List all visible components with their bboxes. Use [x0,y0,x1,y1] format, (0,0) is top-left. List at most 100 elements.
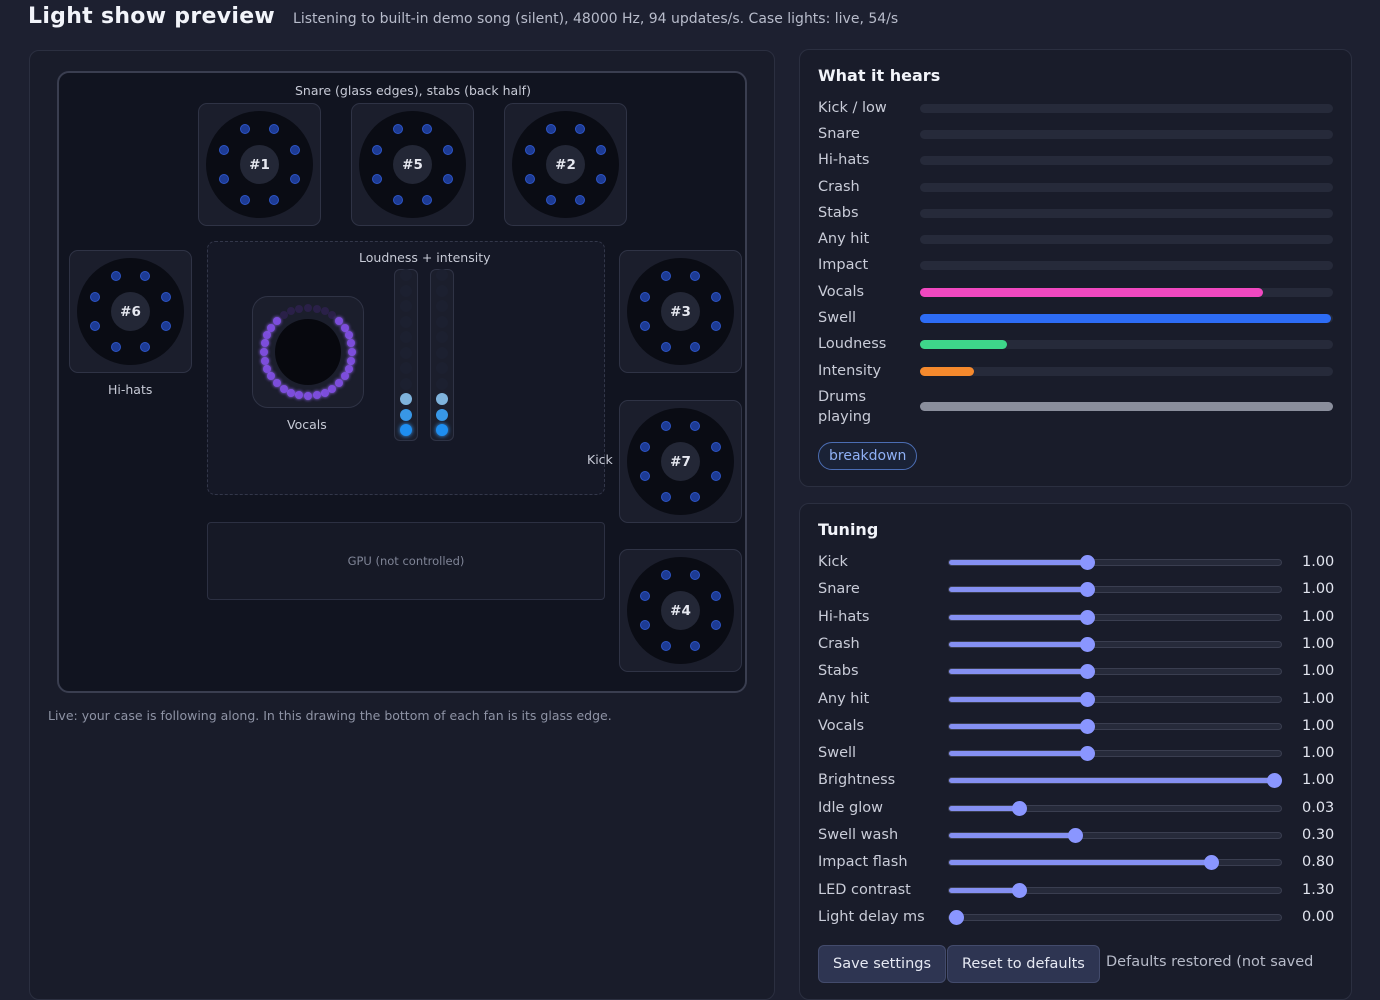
fan-led [110,341,121,352]
case-preview-panel: Snare (glass edges), stabs (back half) L… [29,50,775,1000]
meter-segment [436,300,448,312]
fan-led [289,174,300,185]
slider-knob[interactable] [1080,636,1096,652]
slider-knob[interactable] [1080,691,1096,707]
hears-bar [920,104,1333,113]
meter-segment [400,284,412,297]
fan-led [690,271,701,282]
slider-knob[interactable] [1080,609,1096,625]
fan-led [90,291,101,302]
fan-led [525,174,536,185]
vocals-led [295,304,304,313]
meter-segment [400,315,412,328]
meter-segment [400,377,412,390]
fan-hub: #6 [111,292,150,331]
slider-knob[interactable] [1267,773,1283,789]
slider-knob[interactable] [1080,718,1096,734]
gpu-label: GPU (not controlled) [347,554,465,568]
vocals-ring-center [275,319,341,385]
slider-fill [949,833,1076,838]
fan-4: #6 [69,250,192,373]
loudness-meter [394,269,418,441]
tuning-slider[interactable] [948,746,1282,762]
vocals-led [348,348,356,356]
hears-bar [920,183,1333,192]
save-settings-button[interactable]: Save settings [818,945,947,983]
fan-led [372,174,383,185]
tuning-label: Swell wash [818,827,899,843]
fan-led [269,194,280,205]
tuning-value: 1.00 [1302,717,1335,734]
tuning-slider[interactable] [948,718,1282,734]
slider-knob[interactable] [1068,828,1084,843]
slider-knob[interactable] [948,909,964,925]
fan-7: #4 [619,549,742,672]
tuning-label: Brightness [818,772,896,789]
hears-bar [920,402,1333,411]
tuning-slider[interactable] [948,609,1282,625]
tuning-slider[interactable] [948,882,1282,898]
tuning-label: Light delay ms [818,908,925,925]
fan-led [660,640,671,651]
vocals-led [267,323,276,332]
tuning-slider[interactable] [948,664,1282,680]
fan-led [640,441,651,452]
hears-label: Loudness [818,336,887,352]
slider-knob[interactable] [1011,800,1027,816]
hears-bar [920,288,1333,297]
tuning-slider[interactable] [948,555,1282,570]
tuning-value: 0.00 [1302,908,1335,925]
case-drawing: Snare (glass edges), stabs (back half) L… [57,71,747,693]
vocals-led [335,316,344,325]
meter-segment [436,346,448,359]
vocals-led [272,379,281,388]
slider-fill [949,587,1088,593]
fan-disc: #4 [627,557,734,664]
slider-knob[interactable] [1080,555,1096,570]
tuning-value: 0.03 [1302,799,1335,816]
tuning-slider[interactable] [948,828,1282,843]
fan-5: #3 [619,250,742,373]
tuning-label: Snare [818,581,860,598]
fan-led [545,194,556,205]
slider-knob[interactable] [1080,582,1096,598]
fan-6: #7 [619,400,742,523]
fan-disc: #3 [627,258,734,365]
tuning-value: 0.30 [1302,827,1335,843]
slider-knob[interactable] [1011,882,1027,898]
meter-segment [436,377,448,390]
hears-bar [920,209,1333,218]
hears-bar-fill [920,314,1331,323]
meter-segment [400,300,412,312]
slider-knob[interactable] [1204,855,1220,871]
fan-led [442,174,453,185]
tuning-value: 1.00 [1302,554,1335,570]
tuning-title: Tuning [818,520,879,539]
vocals-led [328,384,337,393]
hears-bar [920,261,1333,270]
hears-label: Any hit [818,231,870,247]
tuning-slider[interactable] [948,582,1282,598]
breakdown-button[interactable]: breakdown [818,442,918,470]
tuning-slider[interactable] [948,855,1282,871]
tuning-slider[interactable] [948,773,1283,789]
status-subtitle: Listening to built-in demo song (silent)… [293,11,899,27]
reset-defaults-button[interactable]: Reset to defaults [947,945,1100,983]
meter-segment [436,284,448,297]
hears-bar [920,156,1333,165]
hears-label: Vocals [818,284,865,300]
fan-hub: #2 [546,145,585,184]
tuning-slider[interactable] [948,636,1282,652]
slider-fill [949,614,1088,620]
fan-led [575,124,586,135]
vocals-led [260,339,269,348]
fan-disc: #5 [359,111,466,218]
slider-knob[interactable] [1080,664,1096,680]
tuning-slider[interactable] [948,909,1282,925]
tuning-slider[interactable] [948,691,1282,707]
hears-bar [920,130,1333,139]
slider-knob[interactable] [1080,746,1096,762]
vocals-led [272,316,281,325]
tuning-slider[interactable] [948,800,1282,816]
fan-led [710,590,721,601]
